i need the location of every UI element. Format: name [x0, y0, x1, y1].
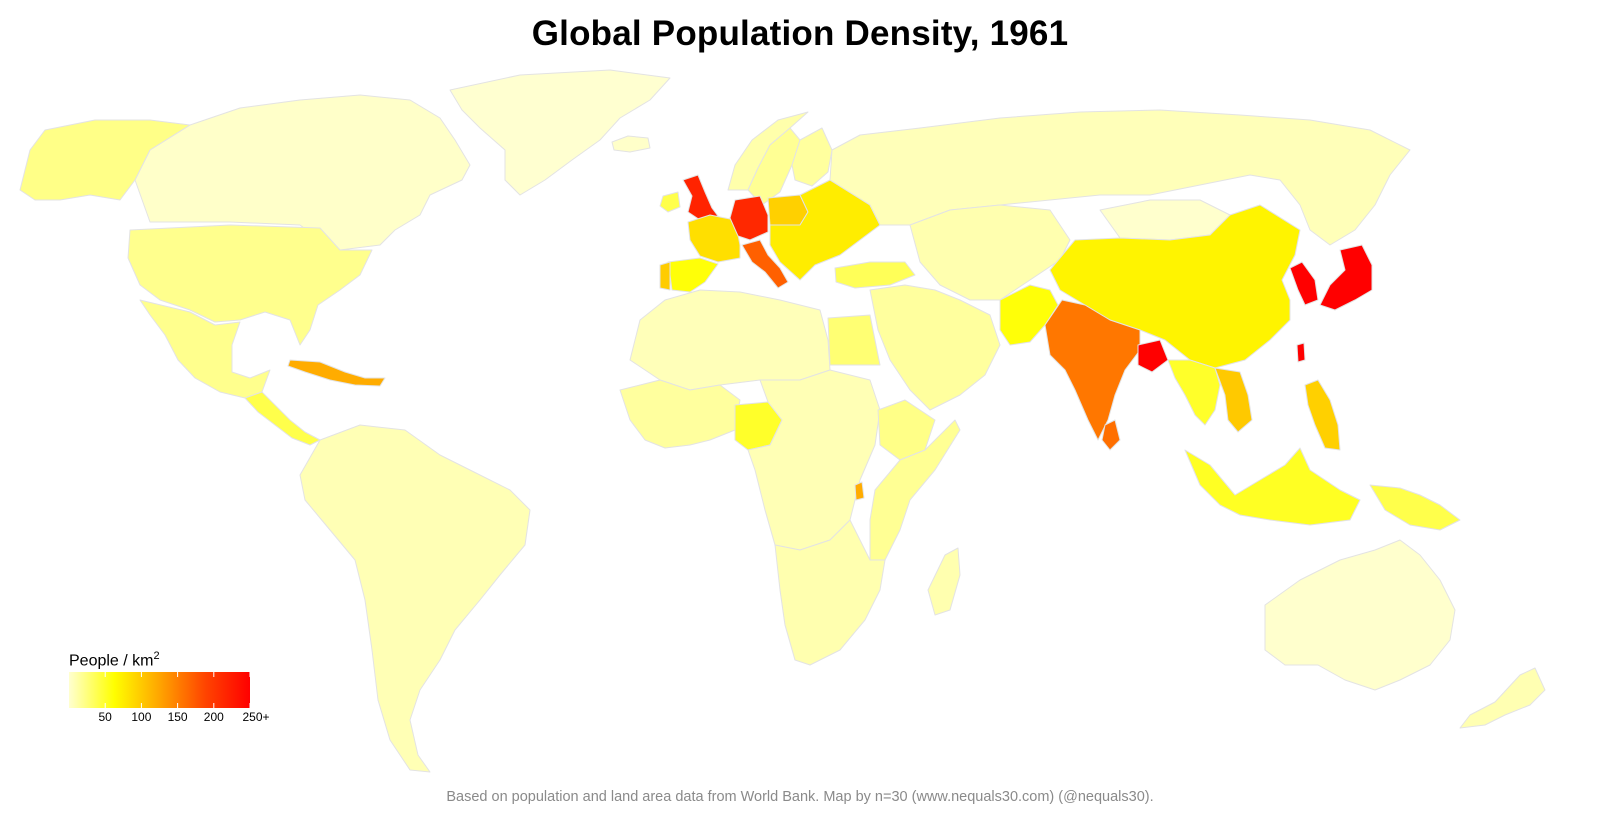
legend-tick-labels: 50 100 150 200 250+ — [69, 710, 270, 724]
region-korea — [1289, 261, 1319, 306]
region-southeast-asia — [1167, 359, 1221, 426]
region-central-asia — [909, 204, 1071, 301]
region-south-america — [299, 424, 531, 773]
region-ireland — [659, 191, 681, 213]
source-caption: Based on population and land area data f… — [446, 789, 1154, 805]
region-madagascar — [927, 547, 961, 616]
region-france — [687, 214, 741, 263]
legend-tick-label: 100 — [131, 710, 152, 724]
region-mexico — [139, 299, 271, 399]
region-united-kingdom — [682, 174, 719, 221]
legend-color-bar — [69, 672, 250, 708]
region-middle-east — [869, 284, 1001, 411]
region-bangladesh — [1137, 339, 1169, 373]
region-italy — [741, 239, 789, 289]
region-indonesia — [1184, 447, 1361, 526]
region-germany — [729, 195, 769, 241]
region-spain — [667, 257, 719, 293]
region-alaska — [19, 119, 191, 201]
region-finland — [791, 127, 833, 187]
region-taiwan — [1296, 342, 1306, 363]
region-central-america — [244, 391, 321, 446]
region-rwanda — [854, 481, 865, 501]
region-canada — [134, 94, 471, 251]
region-greenland — [449, 69, 671, 196]
region-east-africa — [869, 419, 961, 561]
map-title: Global Population Density, 1961 — [531, 14, 1069, 53]
region-north-africa — [629, 289, 831, 391]
legend-tick-label: 200 — [203, 710, 224, 724]
region-central-africa — [747, 369, 881, 551]
legend-tick-label: 150 — [167, 710, 188, 724]
region-iceland — [611, 135, 651, 153]
region-eastern-europe — [769, 179, 881, 281]
region-caribbean — [287, 359, 386, 387]
region-united-states — [127, 224, 373, 346]
region-australia — [1264, 539, 1456, 691]
legend-tick-label: 250+ — [242, 710, 270, 724]
region-sri-lanka — [1101, 419, 1121, 451]
region-philippines — [1304, 379, 1341, 451]
legend-tick-label: 50 — [98, 710, 112, 724]
region-papua — [1369, 484, 1461, 531]
region-turkey — [834, 261, 916, 289]
region-west-africa — [619, 379, 741, 449]
region-southern-africa — [774, 519, 886, 666]
region-vietnam — [1214, 367, 1253, 433]
region-egypt — [827, 314, 881, 366]
region-japan — [1319, 244, 1373, 311]
legend-title: People / km2 — [69, 650, 160, 670]
region-new-zealand — [1459, 667, 1546, 729]
region-india — [1044, 299, 1141, 441]
region-portugal — [659, 261, 671, 291]
